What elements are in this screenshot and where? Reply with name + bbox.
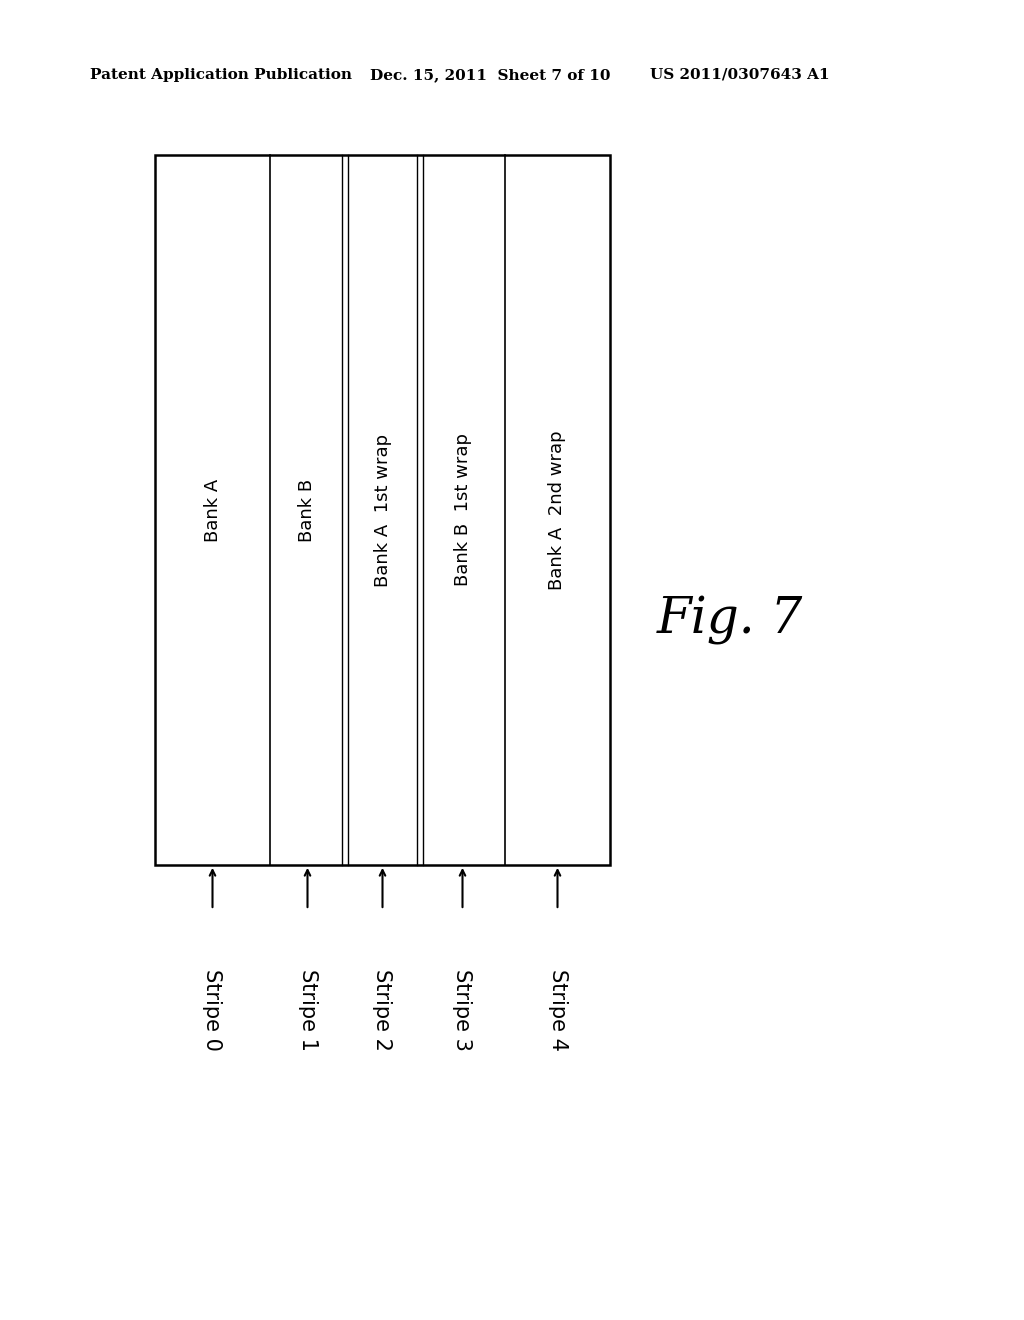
Text: Bank A  2nd wrap: Bank A 2nd wrap: [549, 430, 566, 590]
Text: Stripe 2: Stripe 2: [373, 969, 392, 1051]
Text: Stripe 0: Stripe 0: [203, 969, 222, 1051]
Bar: [155, 154, 610, 865]
Text: Bank B  1st wrap: Bank B 1st wrap: [454, 433, 471, 586]
Text: Stripe 3: Stripe 3: [453, 969, 472, 1051]
Text: Bank B: Bank B: [299, 478, 316, 541]
Text: Bank A  1st wrap: Bank A 1st wrap: [374, 433, 391, 586]
Text: US 2011/0307643 A1: US 2011/0307643 A1: [650, 69, 829, 82]
Text: Stripe 4: Stripe 4: [548, 969, 567, 1051]
Text: Fig. 7: Fig. 7: [656, 595, 803, 644]
Text: Patent Application Publication: Patent Application Publication: [90, 69, 352, 82]
Text: Dec. 15, 2011  Sheet 7 of 10: Dec. 15, 2011 Sheet 7 of 10: [370, 69, 610, 82]
Text: Bank A: Bank A: [204, 478, 221, 541]
Text: Stripe 1: Stripe 1: [298, 969, 317, 1051]
